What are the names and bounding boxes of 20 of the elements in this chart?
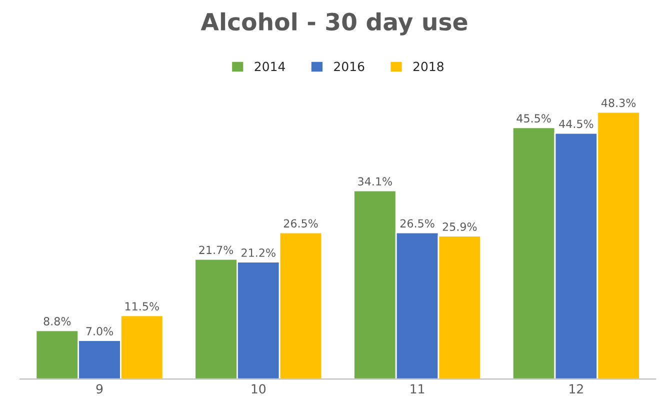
data-label: 34.1% — [358, 177, 392, 186]
data-label: 25.9% — [442, 222, 477, 231]
data-label: 11.5% — [125, 302, 159, 311]
x-tick-label: 12 — [570, 384, 583, 394]
legend-label: 2018 — [413, 62, 444, 72]
data-label: 48.3% — [601, 98, 636, 108]
x-tick-label: 10 — [252, 384, 266, 394]
x-tick-label: 9 — [96, 384, 103, 394]
data-label: 26.5% — [284, 219, 318, 228]
data-label: 7.0% — [86, 327, 114, 336]
data-label: 21.7% — [199, 246, 234, 254]
data-label: 8.8% — [44, 317, 71, 326]
legend-label: 2014 — [254, 62, 285, 72]
data-label: 26.5% — [400, 219, 434, 228]
x-tick-label: 11 — [410, 384, 424, 394]
data-label: 21.2% — [242, 248, 276, 257]
chart-title: Alcohol - 30 day use — [200, 12, 468, 36]
legend-label: 2016 — [334, 62, 364, 72]
data-label: 44.5% — [559, 120, 594, 128]
data-label: 45.5% — [516, 114, 551, 123]
